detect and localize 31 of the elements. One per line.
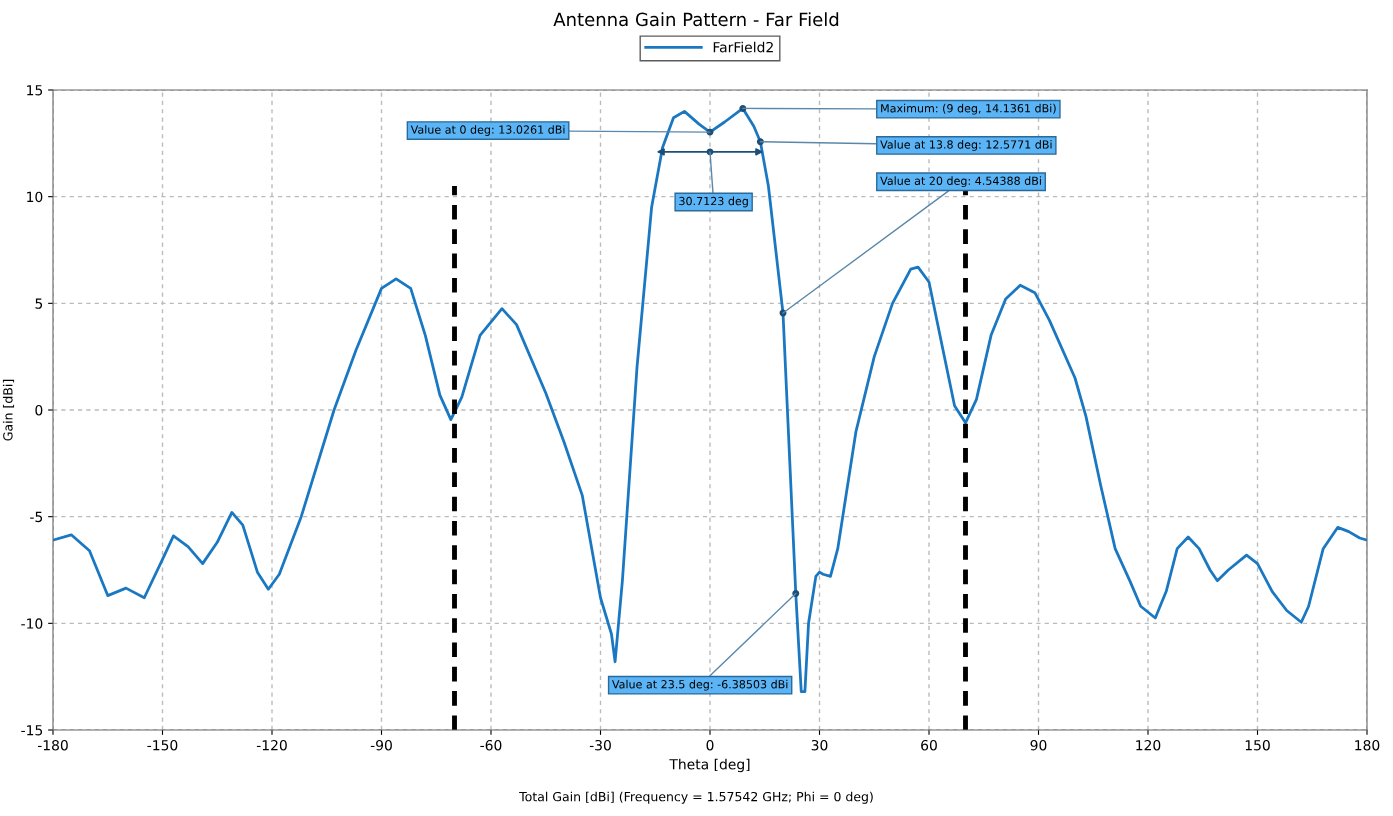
annotation: Value at 23.5 deg: -6.38503 dBi: [611, 679, 788, 691]
annotation: Value at 20 deg: 4.54388 dBi: [880, 176, 1041, 188]
y-tick-label: 15: [27, 85, 43, 96]
x-tick-label: -180: [37, 739, 68, 751]
x-tick-label: -150: [147, 739, 178, 751]
x-axis-title: Theta [deg]: [669, 758, 750, 773]
x-tick-label: -30: [589, 739, 611, 751]
x-tick-label: 30: [811, 739, 828, 751]
x-tick-label: 150: [1245, 739, 1270, 751]
annotation: 30.7123 deg: [679, 196, 748, 208]
x-tick-label: -120: [256, 739, 287, 751]
annotation: Maximum: (9 deg, 14.1361 dBi): [881, 103, 1056, 115]
legend-label: FarField2: [713, 41, 773, 53]
y-tick-label: 0: [35, 404, 43, 416]
y-tick-label: -5: [30, 511, 43, 523]
annotation: Value at 13.8 deg: 12.5771 dBi: [880, 140, 1052, 151]
y-axis-title: Gain [dBi]: [2, 379, 15, 441]
x-tick-label: 0: [706, 739, 714, 751]
y-tick-label: 10: [27, 191, 43, 203]
y-tick-label: -15: [21, 725, 43, 736]
x-tick-label: 90: [1030, 739, 1047, 751]
x-tick-label: 180: [1355, 739, 1380, 751]
chart-title: Antenna Gain Pattern - Far Field: [553, 12, 839, 27]
x-tick-label: -90: [370, 739, 392, 751]
y-tick-label: -10: [21, 618, 43, 629]
x-tick-label: 120: [1136, 739, 1161, 751]
annotation: Value at 0 deg: 13.0261 dBi: [410, 125, 565, 136]
text: Total Gain [dBi] (Frequency = 1.57542 GHz; Phi = 0 deg): [519, 791, 873, 804]
y-tick-label: 5: [35, 298, 43, 309]
x-tick-label: -60: [480, 739, 502, 751]
x-tick-label: 60: [921, 739, 937, 751]
